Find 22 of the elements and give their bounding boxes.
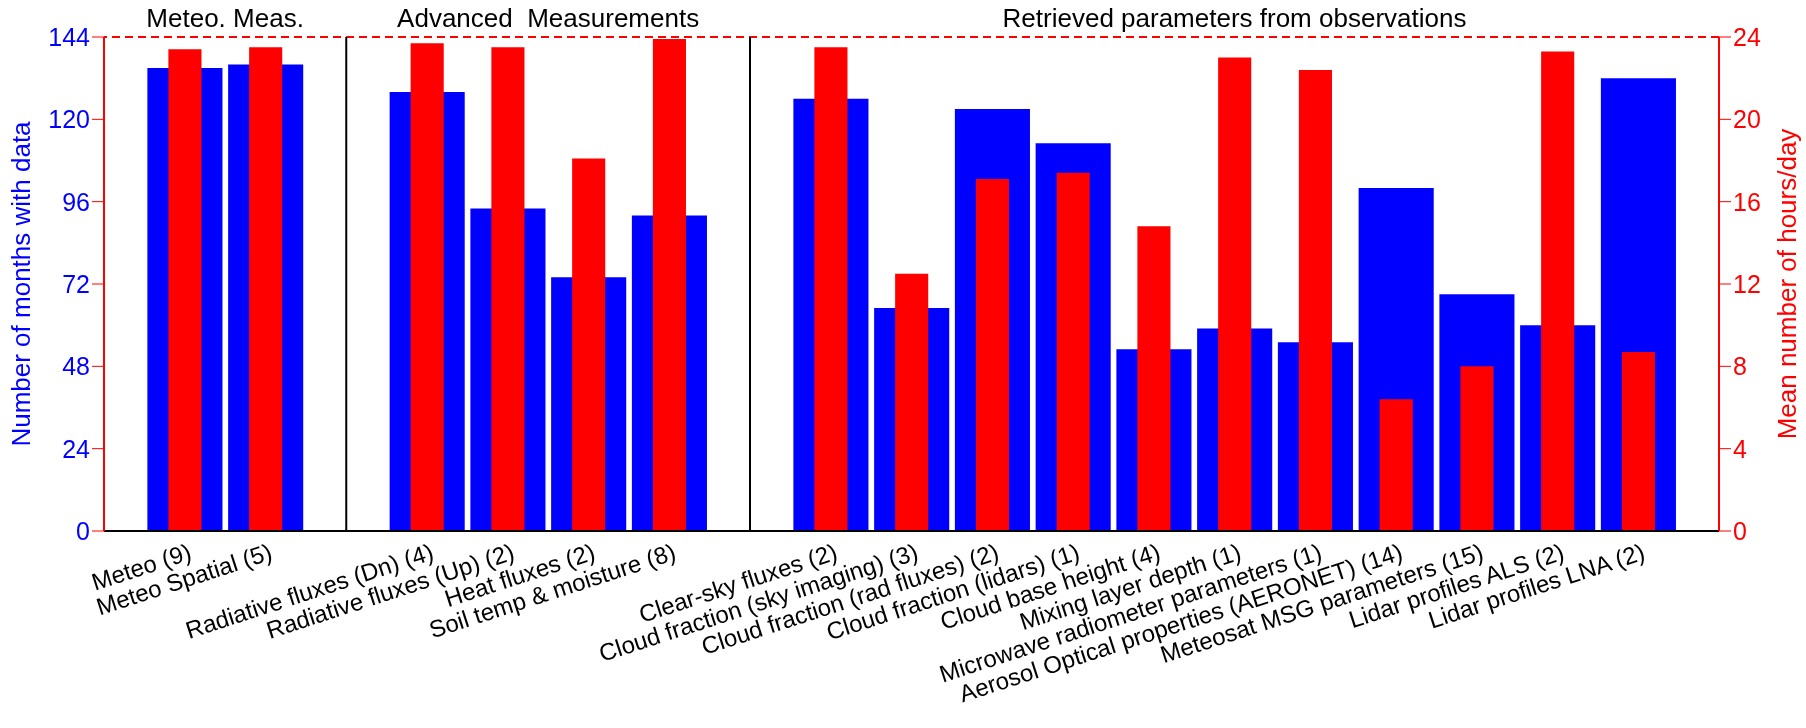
bar bbox=[1379, 399, 1413, 531]
y2-tick-label: 0 bbox=[1733, 516, 1747, 545]
y2-tick-label: 20 bbox=[1733, 105, 1761, 134]
text: Advanced Measurements bbox=[397, 3, 700, 33]
y-tick-label: 120 bbox=[48, 105, 90, 134]
y-tick-label: 96 bbox=[62, 187, 90, 216]
text: Retrieved parameters from observations bbox=[1002, 3, 1467, 33]
bar bbox=[1460, 366, 1494, 531]
y-tick-label: 0 bbox=[76, 516, 90, 545]
text: Meteo. Meas. bbox=[146, 3, 304, 33]
y2-tick-label: 16 bbox=[1733, 187, 1761, 216]
y-tick-label: 144 bbox=[48, 22, 91, 51]
bar bbox=[1621, 351, 1655, 531]
y-tick-label: 48 bbox=[62, 352, 90, 381]
y2-tick-label: 4 bbox=[1733, 434, 1747, 463]
y-tick-label: 24 bbox=[62, 434, 91, 463]
y2-tick-label: 8 bbox=[1733, 352, 1747, 381]
y2-tick-label: 12 bbox=[1733, 269, 1761, 298]
y2-axis-title: Mean number of hours/day bbox=[1772, 128, 1802, 440]
y2-tick-label: 24 bbox=[1733, 22, 1761, 51]
y-tick-label: 72 bbox=[62, 269, 90, 298]
y-axis-title: Number of months with data bbox=[6, 120, 36, 447]
